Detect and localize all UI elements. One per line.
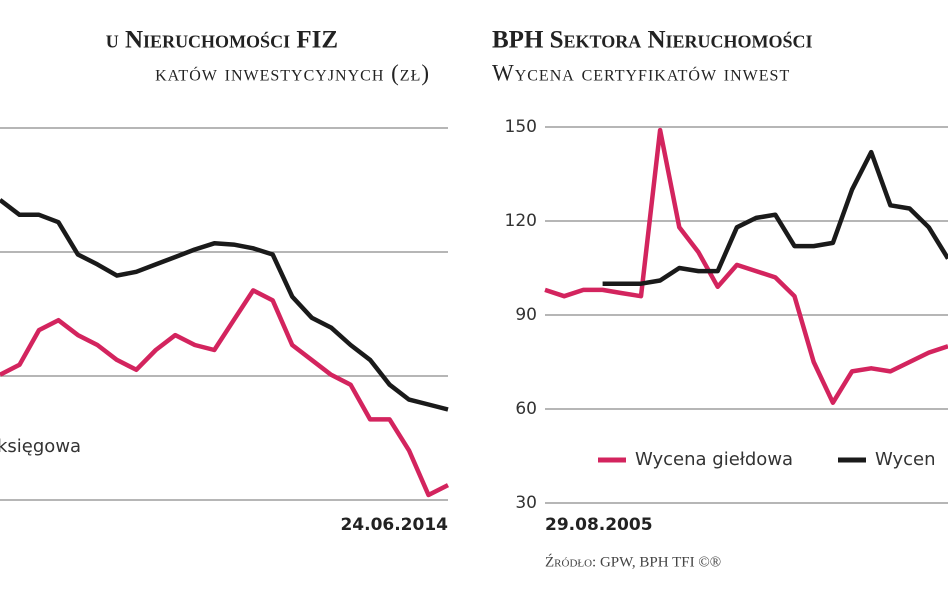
legend-label: księgowa — [0, 436, 81, 457]
y-tick-label: 30 — [515, 493, 537, 513]
y-tick-label: 150 — [505, 117, 537, 137]
y-tick-label: 60 — [515, 399, 537, 419]
x-tick-label: 29.08.2005 — [545, 515, 653, 535]
series-line — [0, 288, 450, 498]
legend-label: Wycena giełdowa — [635, 449, 793, 470]
chart-subtitle: Wycena certyfikatów inwest — [492, 60, 790, 85]
chart-title: BPH Sektora Nieruchomości — [492, 27, 813, 54]
chart-title: u Nieruchomości FIZ — [106, 27, 338, 54]
series-line — [602, 149, 948, 286]
series-line — [544, 127, 948, 405]
x-tick-label: 24.06.2014 — [340, 515, 448, 535]
series-line — [0, 198, 449, 412]
legend-label: Wycen — [875, 449, 936, 470]
y-tick-label: 90 — [515, 305, 537, 325]
source: Źródło: GPW, BPH TFI ©® — [545, 553, 721, 570]
chart-subtitle: katów inwestycyjnych (zł) — [155, 60, 430, 85]
y-tick-label: 120 — [505, 211, 537, 231]
